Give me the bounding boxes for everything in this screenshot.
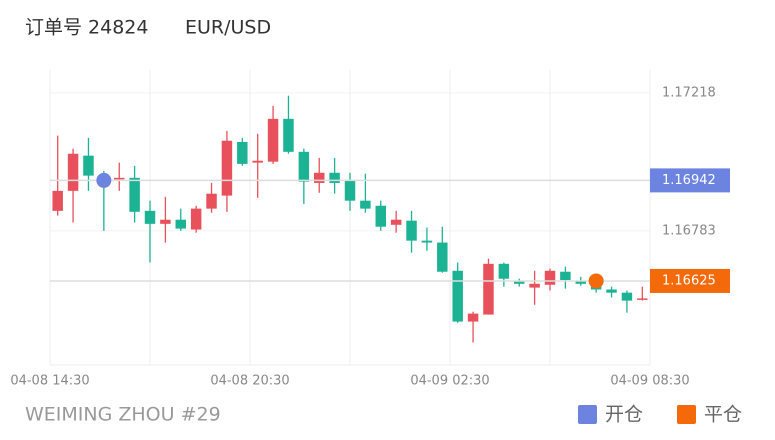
- candle-body: [406, 220, 417, 241]
- candle-body: [283, 118, 294, 152]
- chart-title: EUR/USD: [185, 17, 271, 39]
- candle-body: [637, 298, 648, 300]
- candle-body: [606, 289, 617, 293]
- price-badge-label: 1.16625: [662, 273, 716, 288]
- candle-body: [544, 270, 556, 285]
- x-tick-label: 04-09 08:30: [610, 374, 689, 389]
- candle-body: [344, 180, 356, 201]
- y-tick-label: 1.17218: [662, 85, 716, 100]
- legend-label: 平仓: [704, 404, 742, 426]
- candle-body: [114, 177, 125, 180]
- candle-body: [514, 281, 525, 284]
- candle-body: [467, 313, 479, 322]
- candle-body: [390, 219, 402, 225]
- candle-body: [206, 193, 217, 209]
- candle-body: [483, 263, 494, 315]
- price-badge: [650, 168, 730, 193]
- legend-swatch: [578, 405, 597, 424]
- order-number: 订单号 24824: [25, 17, 148, 39]
- y-tick-label: 1.16783: [662, 223, 716, 238]
- x-tick-label: 04-08 14:30: [10, 374, 89, 389]
- price-badge: [650, 268, 730, 293]
- candle-body: [190, 208, 202, 230]
- legend-swatch: [677, 405, 696, 424]
- x-tick-label: 04-09 02:30: [410, 374, 489, 389]
- candle-body: [375, 205, 386, 227]
- price-badge-label: 1.16942: [662, 173, 716, 188]
- candle-body: [83, 155, 94, 176]
- candle-body: [529, 283, 540, 288]
- candle-body: [360, 200, 371, 209]
- candle-body: [252, 160, 263, 163]
- candle-body: [621, 292, 633, 301]
- candle-body: [298, 151, 310, 182]
- candle-body: [160, 219, 171, 224]
- legend-label: 开仓: [605, 404, 643, 426]
- candle-body: [421, 240, 433, 243]
- trade-marker: [588, 273, 604, 289]
- candle-body: [221, 140, 233, 196]
- footer: WEIMING ZHOU #29: [25, 404, 221, 426]
- candle-body: [175, 219, 186, 229]
- candle-body: [560, 271, 571, 280]
- candle-body: [575, 280, 586, 284]
- candle-body: [129, 177, 140, 212]
- trade-marker: [96, 172, 112, 188]
- candle-body: [329, 172, 340, 183]
- candle-body: [498, 263, 510, 279]
- candle-body: [237, 142, 248, 164]
- candle-body: [52, 190, 63, 211]
- candle-body: [452, 270, 463, 322]
- candle-body: [437, 242, 448, 272]
- candle-body: [67, 153, 79, 191]
- candle-body: [314, 172, 325, 183]
- candle-body: [144, 210, 156, 224]
- candle-body: [267, 118, 279, 162]
- x-tick-label: 04-08 20:30: [210, 374, 289, 389]
